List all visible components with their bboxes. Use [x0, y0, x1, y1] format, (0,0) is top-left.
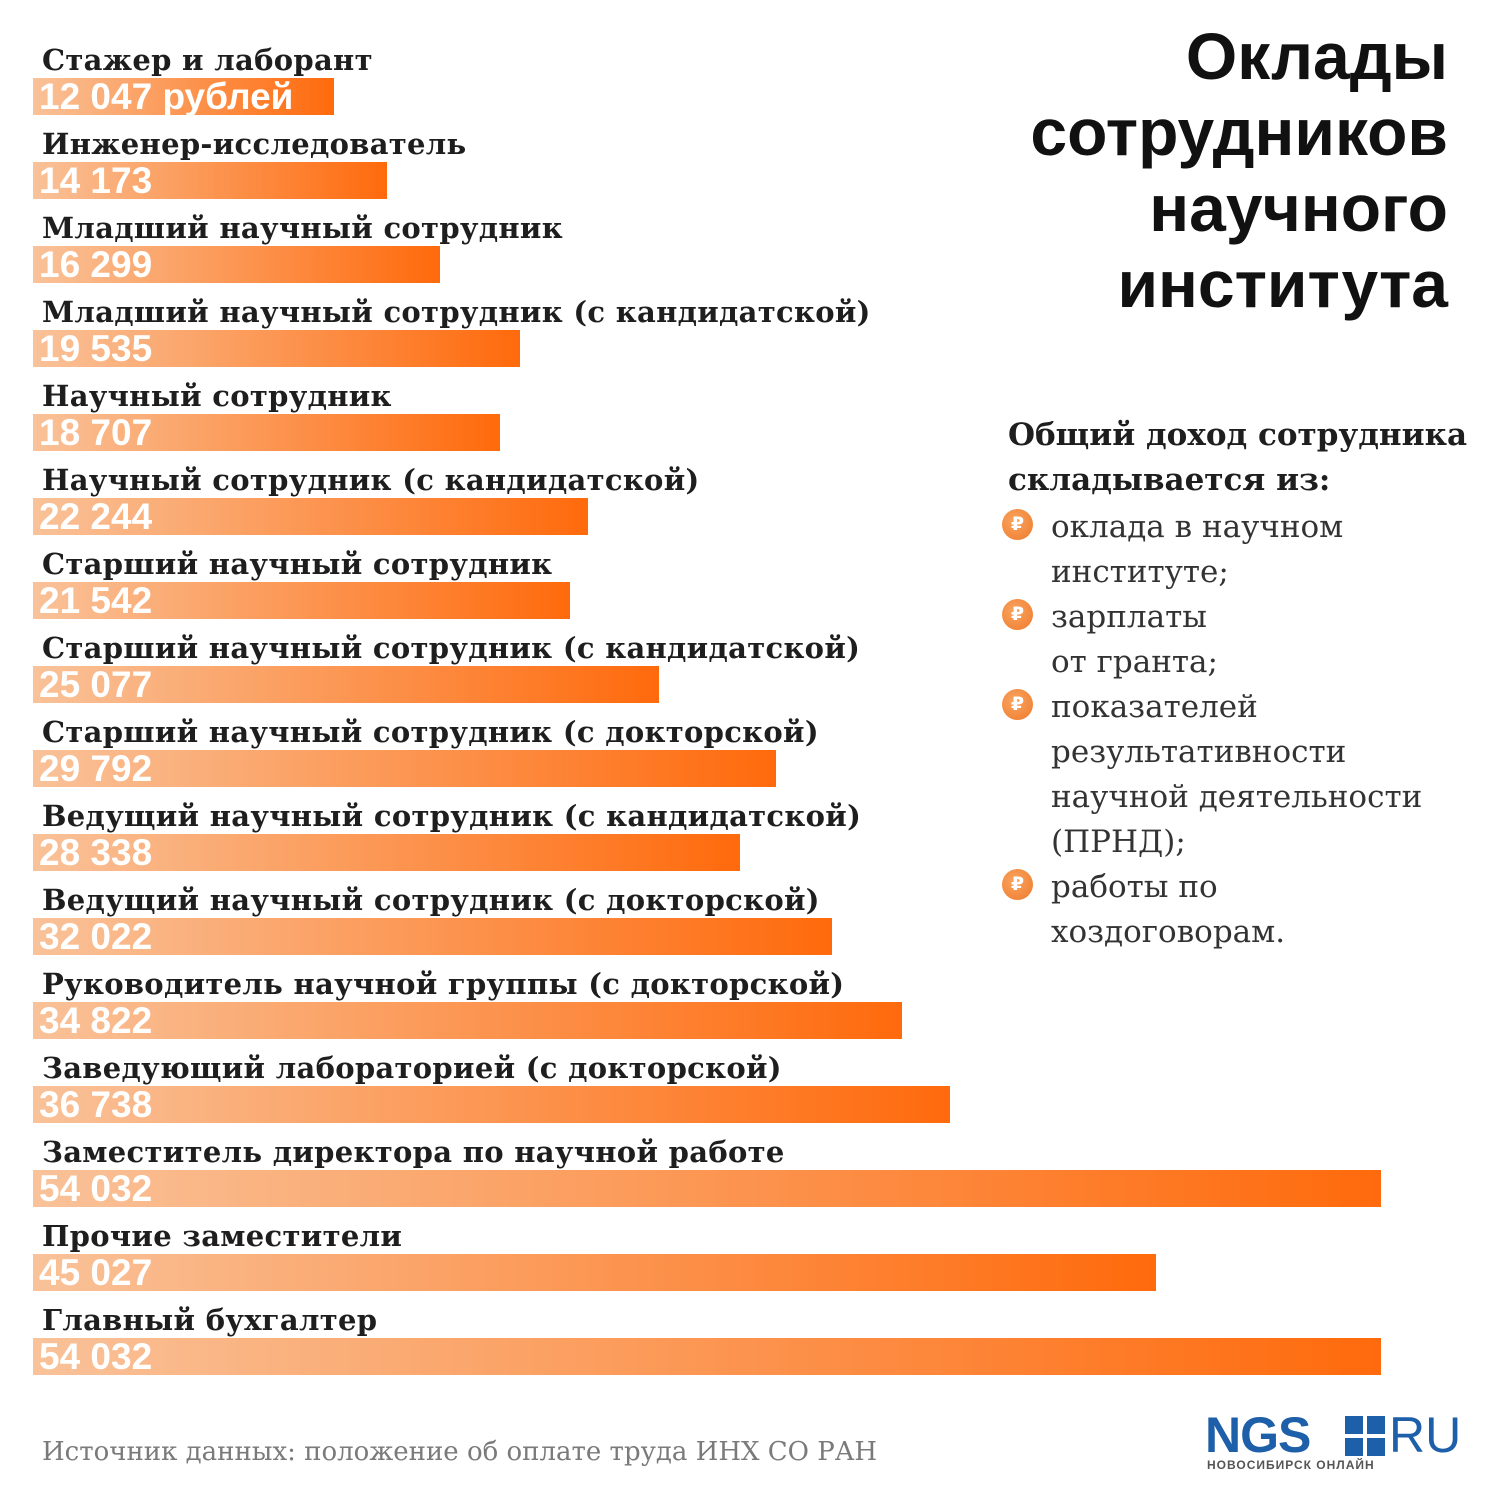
bar-category-label: Старший научный сотрудник (с докторской)	[42, 715, 819, 749]
logo-tagline: НОВОСИБИРСК ОНЛАЙН	[1207, 1458, 1375, 1472]
bar	[33, 1002, 902, 1039]
bar-value-label: 32 022	[39, 916, 153, 957]
income-item-line: научной деятельности	[1051, 779, 1423, 815]
income-item-text: работы по хоздоговорам.	[1051, 865, 1471, 955]
bar	[33, 582, 570, 619]
bar-value-label: 21 542	[39, 580, 153, 621]
income-item-line: хоздоговорам.	[1051, 914, 1286, 950]
bar-value-label: 14 173	[39, 160, 153, 201]
bar	[33, 666, 659, 703]
income-item-text: оклада в научном институте;	[1051, 505, 1471, 595]
bar-value-label: 19 535	[39, 328, 153, 369]
bar	[33, 1254, 1156, 1291]
ruble-icon: ₽	[1002, 689, 1033, 720]
income-item-line: показателей	[1051, 689, 1258, 725]
bar	[33, 78, 334, 115]
bar-category-label: Заместитель директора по научной работе	[42, 1135, 785, 1169]
income-heading-line: Общий доход сотрудника	[1008, 417, 1468, 453]
bar	[33, 330, 520, 367]
title-line: научного	[1149, 171, 1448, 245]
income-item-line: от гранта;	[1051, 644, 1218, 680]
bar	[33, 1338, 1381, 1375]
logo-ru-text: RU	[1389, 1407, 1462, 1463]
bar-category-label: Младший научный сотрудник (с кандидатско…	[42, 295, 871, 329]
bar-category-label: Стажер и лаборант	[42, 43, 373, 77]
title-line: сотрудников	[1030, 95, 1448, 169]
bar	[33, 918, 832, 955]
bar	[33, 246, 440, 283]
bar-category-label: Старший научный сотрудник	[42, 547, 553, 581]
bar	[33, 1170, 1381, 1207]
bar-value-label: 18 707	[39, 412, 153, 453]
income-item-line: работы по	[1051, 869, 1218, 905]
bar-value-label: 25 077	[39, 664, 153, 705]
income-heading: Общий доход сотрудника складывается из:	[1008, 413, 1488, 503]
bar-category-label: Главный бухгалтер	[42, 1303, 378, 1337]
bar-category-label: Прочие заместители	[42, 1219, 403, 1253]
bar-category-label: Младший научный сотрудник	[42, 211, 563, 245]
bar-category-label: Научный сотрудник (с кандидатской)	[42, 463, 700, 497]
income-item-line: оклада в научном	[1051, 509, 1344, 545]
bar-value-label: 54 032	[39, 1168, 153, 1209]
income-item-text: показателей результативности научной дея…	[1051, 685, 1471, 865]
bar	[33, 498, 588, 535]
bar-value-label: 29 792	[39, 748, 153, 789]
bar-category-label: Ведущий научный сотрудник (с докторской)	[42, 883, 820, 917]
bar	[33, 1086, 950, 1123]
bar-value-label: 34 822	[39, 1000, 153, 1041]
income-heading-line: складывается из:	[1008, 462, 1331, 498]
bar	[33, 750, 776, 787]
data-source-note: Источник данных: положение об оплате тру…	[42, 1437, 878, 1467]
bar-value-label: 54 032	[39, 1336, 153, 1377]
ngs-logo[interactable]: NGS RU НОВОСИБИРСК ОНЛАЙН	[1205, 1407, 1462, 1472]
bar	[33, 162, 387, 199]
bar	[33, 834, 740, 871]
bar-category-label: Ведущий научный сотрудник (с кандидатско…	[42, 799, 862, 833]
logo-ngs-text: NGS	[1205, 1407, 1311, 1463]
title-line: Оклады	[1185, 19, 1448, 93]
income-item-line: институте;	[1051, 554, 1229, 590]
bar-category-label: Заведующий лабораторией (с докторской)	[42, 1051, 782, 1085]
bar-value-label: 22 244	[39, 496, 153, 537]
bar-value-label: 12 047 рублей	[39, 76, 294, 117]
bar-value-label: 45 027	[39, 1252, 153, 1293]
title-line: института	[1117, 247, 1448, 321]
bar	[33, 414, 500, 451]
chart-title: Оклады сотрудников научного института	[888, 18, 1448, 322]
bar-category-label: Старший научный сотрудник (с кандидатско…	[42, 631, 861, 665]
income-item-line: (ПРНД);	[1051, 824, 1186, 860]
bar-category-label: Научный сотрудник	[42, 379, 392, 413]
ruble-icon: ₽	[1002, 869, 1033, 900]
income-item-text: зарплаты от гранта;	[1051, 595, 1471, 685]
ruble-icon: ₽	[1002, 599, 1033, 630]
bar-value-label: 16 299	[39, 244, 153, 285]
logo-square-icon	[1345, 1416, 1385, 1456]
bar-category-label: Инженер-исследователь	[42, 127, 467, 161]
ruble-icon: ₽	[1002, 509, 1033, 540]
bar-category-label: Руководитель научной группы (с докторско…	[42, 967, 845, 1001]
bar-value-label: 36 738	[39, 1084, 153, 1125]
income-item-line: зарплаты	[1051, 599, 1207, 635]
income-item-line: результативности	[1051, 734, 1347, 770]
bar-value-label: 28 338	[39, 832, 153, 873]
salary-bar-chart: Стажер и лаборант 12 047 рублей Инженер-ис…	[33, 43, 1381, 1377]
